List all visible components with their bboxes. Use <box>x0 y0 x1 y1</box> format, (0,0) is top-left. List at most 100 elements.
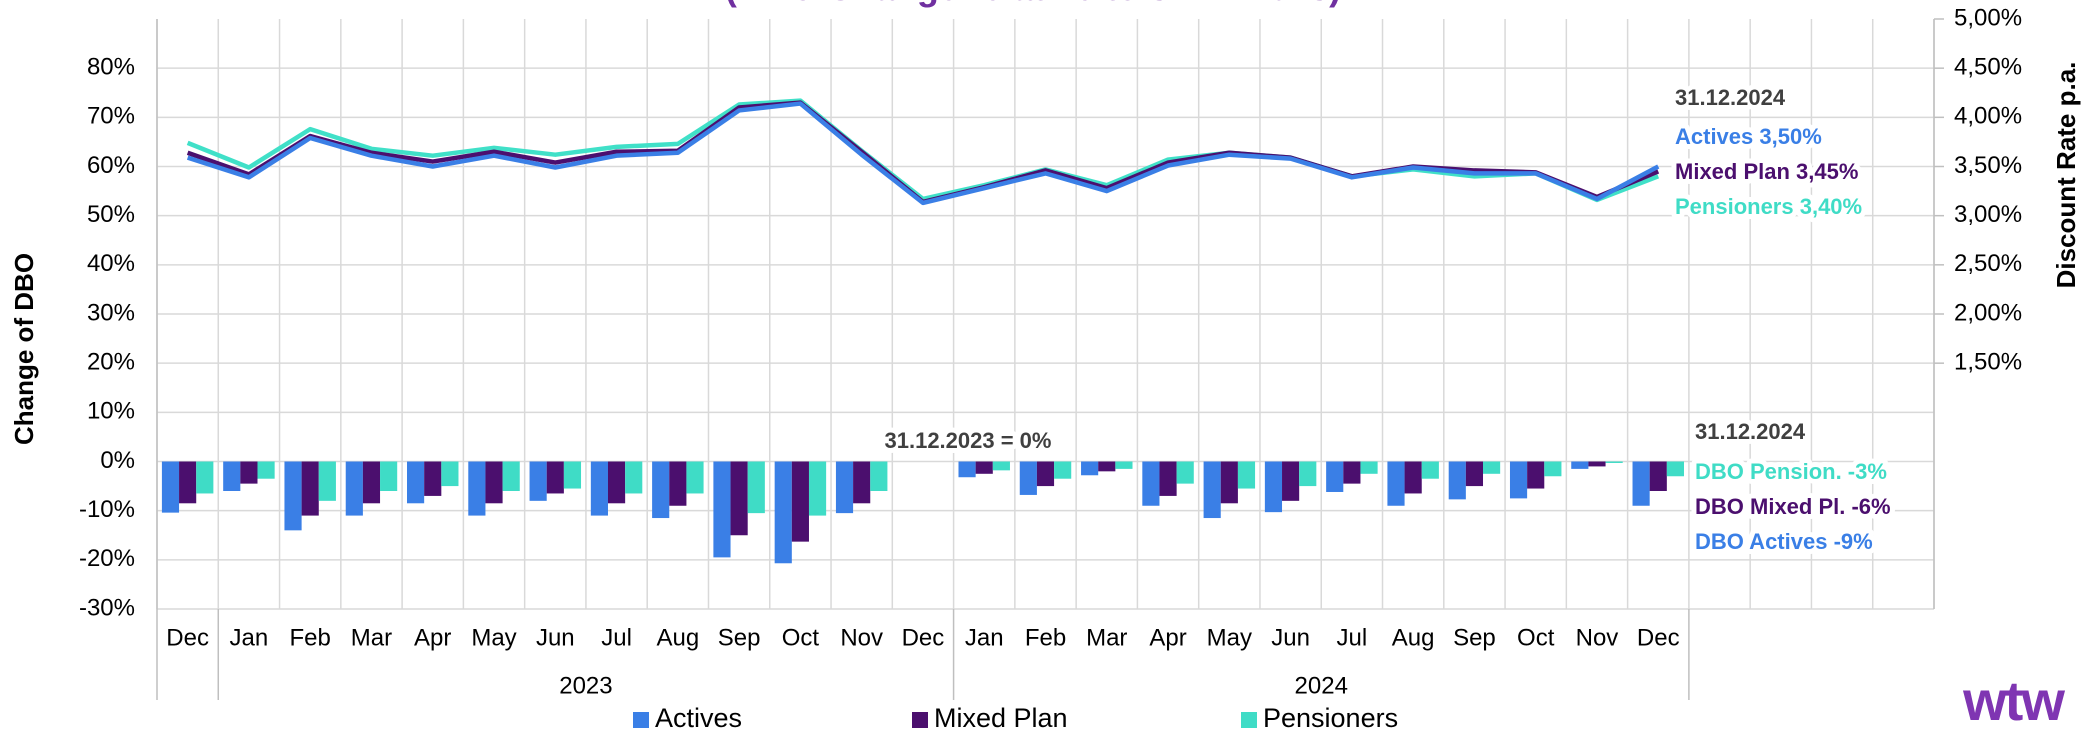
bar <box>975 461 993 474</box>
x-tick-label: Mar <box>1086 624 1127 651</box>
bar <box>1632 461 1650 506</box>
bar <box>468 461 486 516</box>
annotation: 31.12.2023 = 0% <box>885 428 1052 453</box>
x-tick-label: Oct <box>1517 624 1555 651</box>
bar <box>835 461 854 514</box>
annotation: DBO Pension. -3% <box>1695 459 1887 484</box>
y-tick-label: -30% <box>79 594 135 621</box>
bar <box>791 461 809 542</box>
annotation: DBO Mixed Pl. -6% <box>1695 494 1891 519</box>
bar <box>1509 461 1528 499</box>
bar <box>590 461 608 516</box>
bar <box>1282 461 1300 501</box>
bar <box>196 461 214 494</box>
bar <box>1544 461 1562 477</box>
bar <box>1360 461 1378 474</box>
bar <box>1299 461 1317 487</box>
bar <box>1343 461 1361 484</box>
x-tick-label: Jun <box>536 624 575 651</box>
bar <box>502 461 520 491</box>
bar <box>1649 461 1667 491</box>
x-tick-label: Jan <box>230 624 269 651</box>
x-tick-label: Jun <box>1271 624 1310 651</box>
x-tick-label: May <box>1207 624 1252 651</box>
x-tick-label: Aug <box>1392 624 1435 651</box>
y-tick-label: 10% <box>87 398 135 425</box>
year-label: 2024 <box>1295 672 1348 699</box>
y-tick-label: 60% <box>87 152 135 179</box>
bar <box>485 461 503 504</box>
bar <box>257 461 275 479</box>
bar <box>441 461 459 487</box>
bar <box>1465 461 1484 487</box>
x-tick-label: Apr <box>414 624 451 651</box>
y-tick-label: 70% <box>87 103 135 130</box>
bar <box>747 461 765 514</box>
legend-swatch <box>912 712 928 728</box>
x-tick-label: Oct <box>782 624 820 651</box>
annotation: Pensioners 3,40% <box>1675 194 1862 219</box>
y-tick-label: -10% <box>79 496 135 523</box>
bar <box>1220 461 1238 504</box>
x-tick-label: Jul <box>601 624 632 651</box>
bar <box>958 461 976 478</box>
bar <box>1159 461 1177 496</box>
line <box>186 98 1660 203</box>
bar <box>284 461 302 531</box>
bar <box>179 461 197 504</box>
y-tick-label: 0% <box>100 447 135 474</box>
y2-tick-label: 2,50% <box>1954 250 2022 277</box>
bar <box>1448 461 1466 500</box>
bar <box>318 461 336 501</box>
bar <box>223 461 241 491</box>
y2-tick-label: 3,00% <box>1954 201 2022 228</box>
x-tick-label: May <box>471 624 516 651</box>
x-tick-label: Feb <box>1025 624 1066 651</box>
y2-tick-label: 3,50% <box>1954 152 2022 179</box>
y2-tick-label: 4,00% <box>1954 103 2022 130</box>
bar <box>1527 461 1545 489</box>
bar <box>1115 461 1133 469</box>
logo: wtw <box>1962 669 2065 731</box>
bar <box>870 461 888 491</box>
bar <box>161 461 180 513</box>
x-tick-label: Apr <box>1149 624 1186 651</box>
bar <box>1387 461 1405 506</box>
bar <box>1142 461 1160 506</box>
bar <box>1404 461 1422 494</box>
bar <box>1264 461 1283 513</box>
annotation: Mixed Plan 3,45% <box>1675 159 1858 184</box>
x-tick-label: Mar <box>351 624 392 651</box>
bar <box>362 461 381 504</box>
bar <box>345 461 363 516</box>
x-tick-label: Nov <box>1576 624 1619 651</box>
year-label: 2023 <box>559 672 612 699</box>
bar <box>774 461 792 564</box>
chart-title: (DBO Change relative to 31.12.2023) <box>725 0 1341 8</box>
y-tick-label: 30% <box>87 299 135 326</box>
y-tick-label: 50% <box>87 201 135 228</box>
bar <box>1571 461 1589 469</box>
bar <box>407 461 425 504</box>
bar <box>301 461 319 516</box>
bar <box>1666 461 1684 477</box>
bar <box>1203 461 1221 519</box>
y2-tick-label: 1,50% <box>1954 349 2022 376</box>
bar <box>607 461 626 504</box>
y2-tick-label: 5,00% <box>1954 4 2022 31</box>
y2-tick-label: 2,00% <box>1954 299 2022 326</box>
bar <box>1588 461 1606 467</box>
bar <box>1081 461 1099 476</box>
bar <box>1036 461 1055 487</box>
legend-label: Mixed Plan <box>934 703 1068 731</box>
bar <box>1237 461 1256 489</box>
annotation: DBO Actives -9% <box>1695 529 1873 554</box>
x-tick-label: Jul <box>1337 624 1368 651</box>
bar <box>1054 461 1072 479</box>
bar <box>808 461 827 516</box>
x-tick-label: Dec <box>166 624 209 651</box>
y2-axis-title: Discount Rate p.a. <box>2051 62 2081 289</box>
y-tick-label: -20% <box>79 545 135 572</box>
y2-tick-label: 4,50% <box>1954 54 2022 81</box>
